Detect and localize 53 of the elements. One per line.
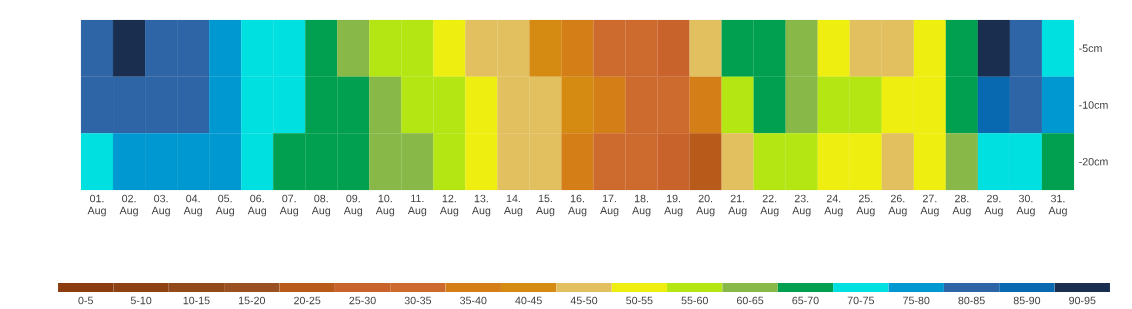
y-tick-label: -20cm	[1079, 157, 1108, 166]
x-tick-label: 08. Aug	[311, 194, 331, 217]
x-tick-label: 30. Aug	[1016, 194, 1035, 217]
x-tick-label: 19. Aug	[664, 194, 683, 217]
x-tick-label: 27. Aug	[920, 194, 939, 217]
x-tick-label: 06. Aug	[247, 194, 266, 217]
x-tick-label: 21. Aug	[728, 194, 747, 217]
x-tick-label: 13. Aug	[471, 194, 491, 217]
x-tick-label: 31. Aug	[1048, 194, 1067, 217]
y-tick-label: -10cm	[1079, 101, 1108, 109]
color-bar-label: 55-60	[681, 296, 708, 305]
y-tick-label: -5cm	[1079, 44, 1102, 53]
color-bar-label: 5-10	[130, 296, 152, 305]
color-bar-label: 75-80	[903, 296, 930, 305]
color-bar-label: 30-35	[404, 296, 432, 305]
x-tick-label: 16. Aug	[568, 194, 587, 217]
x-tick-label: 03. Aug	[151, 194, 170, 217]
color-bar-label: 40-45	[515, 296, 542, 305]
x-tick-label: 22. Aug	[760, 194, 779, 217]
color-bar-label: 70-75	[847, 296, 875, 305]
color-bar-label: 35-40	[460, 296, 487, 305]
color-bar-label: 90-95	[1069, 296, 1096, 305]
color-bar-label: 20-25	[294, 296, 321, 305]
x-tick-label: 12. Aug	[439, 194, 459, 217]
x-tick-label: 25. Aug	[856, 194, 875, 217]
x-tick-label: 15. Aug	[536, 194, 555, 217]
x-tick-label: 18. Aug	[632, 194, 651, 217]
x-tick-label: 05. Aug	[215, 194, 234, 217]
x-tick-label: 07. Aug	[279, 194, 299, 217]
x-tick-label: 23. Aug	[792, 194, 811, 217]
x-tick-label: 02. Aug	[119, 194, 138, 217]
x-tick-label: 28. Aug	[952, 194, 971, 217]
x-tick-label: 17. Aug	[600, 194, 619, 217]
x-tick-label: 01. Aug	[87, 194, 106, 217]
x-tick-label: 09. Aug	[343, 194, 363, 217]
color-bar-label: 60-65	[737, 296, 764, 305]
x-tick-label: 10. Aug	[375, 194, 395, 217]
color-bar-label: 0-5	[78, 296, 93, 305]
color-bar-label: 80-85	[958, 296, 985, 305]
color-bar-label: 45-50	[570, 296, 598, 305]
color-bar-label: 10-15	[183, 296, 210, 305]
x-tick-label: 26. Aug	[888, 194, 907, 217]
x-tick-label: 24. Aug	[824, 194, 843, 217]
color-bar-label: 50-55	[626, 296, 653, 305]
x-tick-label: 14. Aug	[503, 194, 523, 217]
x-tick-label: 11. Aug	[407, 194, 427, 217]
color-bar-label: 85-90	[1013, 296, 1041, 305]
color-bar-label: 25-30	[349, 296, 376, 305]
color-bar-label: 15-20	[238, 296, 266, 305]
x-tick-label: 29. Aug	[984, 194, 1003, 217]
x-tick-label: 20. Aug	[696, 194, 715, 217]
color-bar-label: 65-70	[792, 296, 819, 305]
x-tick-label: 04. Aug	[183, 194, 202, 217]
